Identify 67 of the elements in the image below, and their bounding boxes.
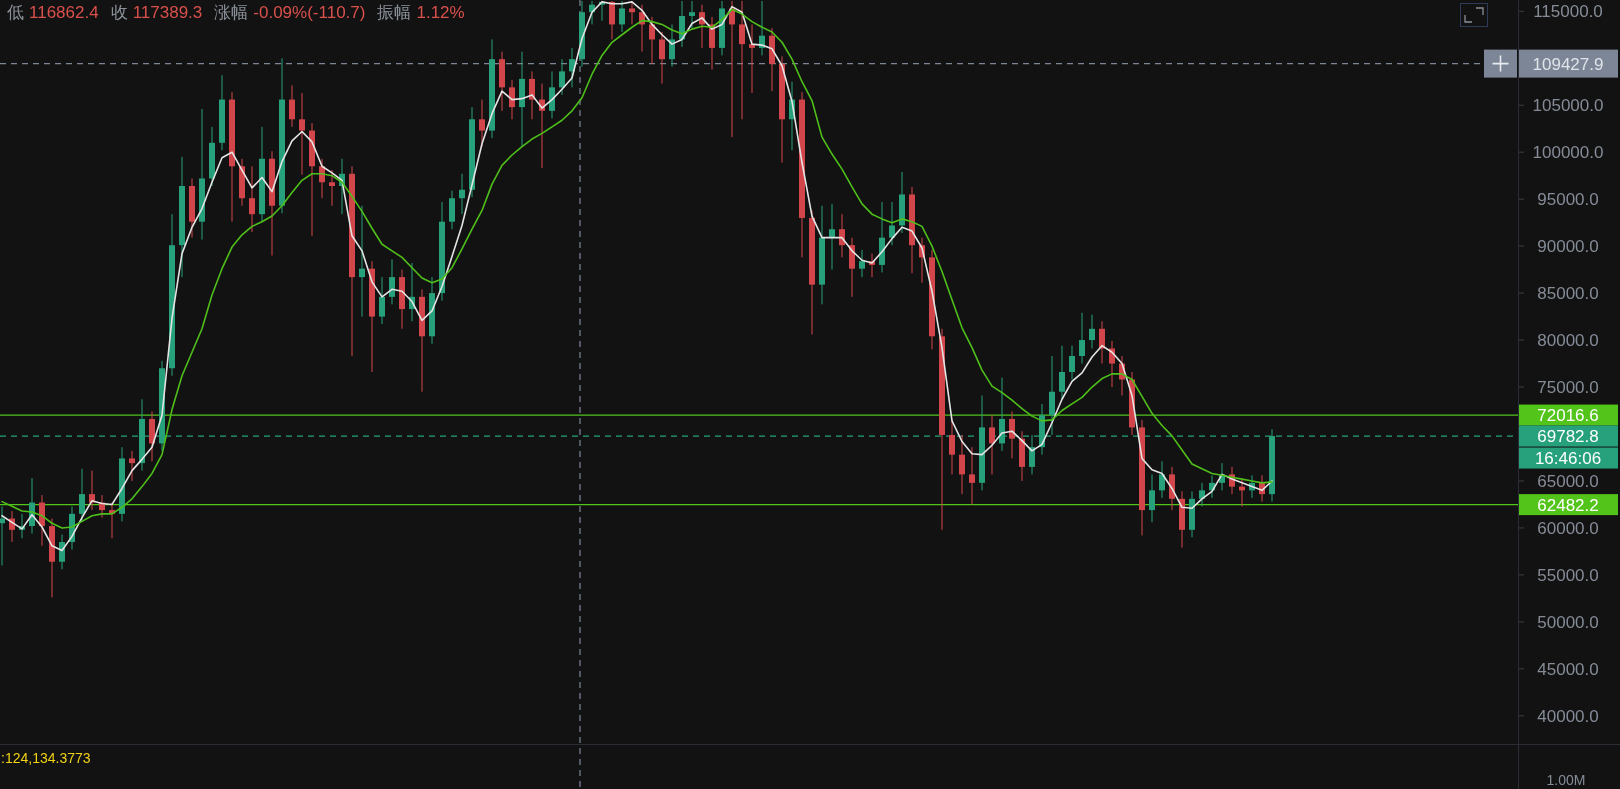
candlestick: [359, 205, 365, 318]
y-tick-label: 45000.0: [1537, 659, 1599, 679]
ref-line-label: 72016.6: [1537, 406, 1599, 426]
y-tick-label: 65000.0: [1537, 471, 1599, 491]
y-tick-label: 80000.0: [1537, 331, 1599, 351]
candlestick: [1049, 355, 1055, 436]
text: :124,134.3773: [1, 750, 91, 766]
candlestick: [1149, 473, 1155, 523]
y-tick-label: 40000.0: [1537, 706, 1599, 726]
candlestick: [1199, 482, 1205, 507]
candlestick: [619, 0, 625, 33]
candlestick: [549, 70, 555, 119]
candlestick: [289, 84, 295, 128]
candlestick: [79, 468, 85, 522]
candlestick: [1079, 312, 1085, 365]
ref-line-label: 109427.9: [1532, 54, 1604, 74]
y-tick-label: 90000.0: [1537, 237, 1599, 257]
candlestick: [249, 165, 255, 233]
candlestick: [299, 92, 305, 176]
y-tick-label: 60000.0: [1537, 518, 1599, 538]
y-tick-label: 85000.0: [1537, 284, 1599, 304]
candlestick: [959, 434, 965, 495]
candlestick: [449, 190, 455, 230]
candlestick: [689, 0, 695, 29]
candlestick: [1159, 460, 1165, 499]
ref-line-label: 69782.8: [1537, 427, 1599, 447]
candlestick: [459, 173, 465, 215]
candlestick: [989, 414, 995, 475]
candlestick: [129, 450, 135, 482]
candlestick: [659, 31, 665, 85]
y-tick-label: 95000.0: [1537, 190, 1599, 210]
candlestick: [739, 0, 745, 120]
candlestick: [329, 169, 335, 207]
y-tick-label: 50000.0: [1537, 612, 1599, 632]
candlestick: [849, 237, 855, 298]
y-tick-label: 75000.0: [1537, 378, 1599, 398]
y-tick-label: 105000.0: [1532, 96, 1604, 116]
candlestick: [1089, 314, 1095, 350]
candlestick: [559, 58, 565, 96]
candlestick: [669, 23, 675, 68]
candlestick: [509, 79, 515, 120]
ref-line-label: 72016.6: [1519, 404, 1618, 426]
candlestick: [479, 99, 485, 148]
candlestick: [1009, 410, 1015, 459]
ref-line-label: 62482.2: [1519, 494, 1618, 516]
y-tick-label: 55000.0: [1537, 565, 1599, 585]
candlestick: [969, 446, 975, 505]
chart-subtitle: 低 116862.4 收 117389.3 涨幅 -0.09%(-110.7) 振幅 1.12%: [7, 3, 465, 22]
candlestick: [1059, 345, 1065, 400]
ref-line-label: 109427.9: [1519, 49, 1618, 78]
candlestick: [649, 16, 655, 65]
candlestick: [609, 0, 615, 40]
candlestick: [389, 258, 395, 305]
candlestick: [1069, 345, 1075, 381]
candlestick: [889, 201, 895, 246]
text: 1.00M: [1546, 772, 1586, 788]
countdown-label: 16:46:06: [1519, 447, 1618, 469]
ref-line-label: 69782.8: [1519, 425, 1618, 447]
candlestick: [529, 70, 535, 120]
candlestick: [829, 203, 835, 271]
candlestick: [1099, 320, 1105, 365]
candlestick: [379, 276, 385, 325]
y-tick-label: 115000.0: [1533, 2, 1603, 22]
candlestick: [859, 249, 865, 278]
candlestick: [59, 534, 65, 570]
ref-line-label: 62482.2: [1537, 495, 1599, 515]
y-tick-label: 100000.0: [1532, 143, 1604, 163]
